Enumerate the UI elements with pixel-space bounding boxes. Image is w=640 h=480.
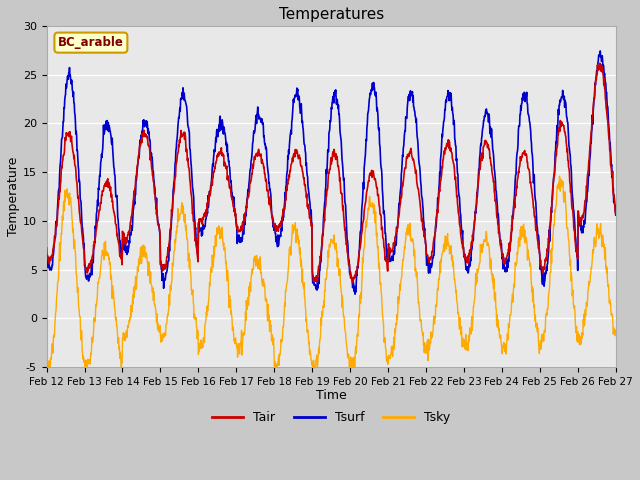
Y-axis label: Temperature: Temperature: [7, 157, 20, 236]
X-axis label: Time: Time: [316, 389, 346, 403]
Legend: Tair, Tsurf, Tsky: Tair, Tsurf, Tsky: [207, 406, 456, 429]
Text: BC_arable: BC_arable: [58, 36, 124, 49]
Title: Temperatures: Temperatures: [278, 7, 384, 22]
